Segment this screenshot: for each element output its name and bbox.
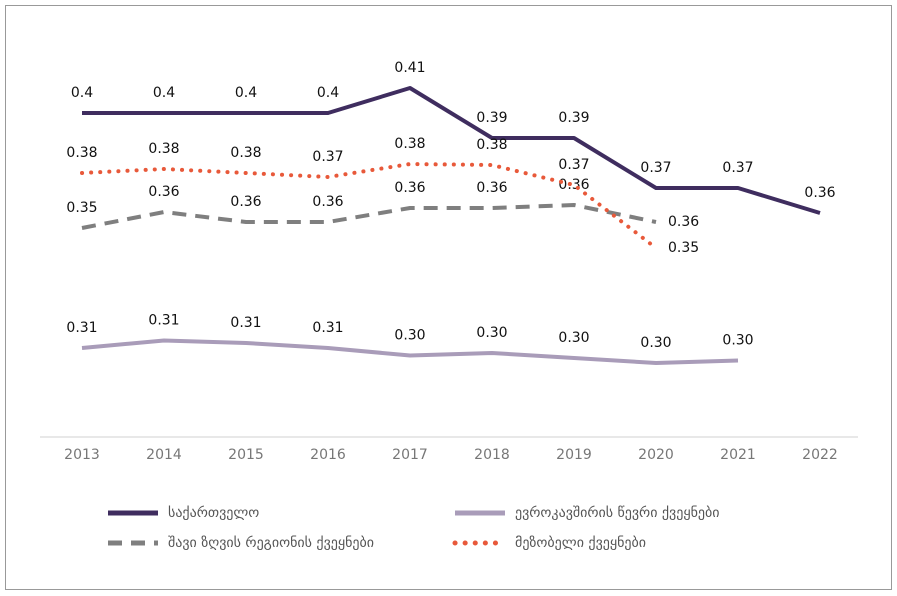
data-label: 0.38 [476,137,507,153]
data-label: 0.31 [230,315,261,331]
data-label: 0.36 [148,184,179,200]
data-label: 0.36 [476,180,507,196]
data-label: 0.31 [312,320,343,336]
data-label: 0.35 [66,200,97,216]
x-tick-label: 2021 [720,447,756,463]
data-label: 0.31 [148,313,179,329]
legend-label: საქართველო [168,504,259,521]
series-line [81,203,657,230]
data-label: 0.37 [640,160,671,176]
data-label: 0.37 [312,149,343,165]
series-line [82,86,821,215]
x-tick-label: 2014 [146,447,182,463]
data-label: 0.36 [394,180,425,196]
data-label: 0.36 [668,214,699,230]
data-label: 0.4 [71,85,93,101]
x-tick-label: 2019 [556,447,592,463]
data-label: 0.38 [230,145,261,161]
x-tick-label: 2022 [802,447,838,463]
x-tick-label: 2018 [474,447,510,463]
data-label: 0.30 [722,333,753,349]
data-label: 0.31 [66,320,97,336]
data-label: 0.37 [722,160,753,176]
data-label: 0.30 [640,335,671,351]
legend-label: შავი ზღვის რეგიონის ქვეყნები [168,534,374,551]
legend-label: ევროკავშირის წევრი ქვეყნები [515,504,720,521]
x-tick-label: 2015 [228,447,264,463]
data-label: 0.36 [230,194,261,210]
data-label: 0.4 [235,85,257,101]
frame [5,5,892,590]
data-label: 0.30 [394,328,425,344]
data-label: 0.4 [317,85,339,101]
x-tick-label: 2013 [64,447,100,463]
data-label: 0.38 [394,136,425,152]
legend-label: მეზობელი ქვეყნები [515,535,646,551]
data-label: 0.4 [153,85,175,101]
data-label: 0.36 [558,177,589,193]
data-label: 0.37 [558,157,589,173]
data-label: 0.36 [804,185,835,201]
data-label: 0.38 [148,141,179,157]
data-label: 0.39 [476,110,507,126]
data-label: 0.41 [394,60,425,76]
series-line [81,338,739,365]
data-label: 0.36 [312,194,343,210]
x-tick-label: 2020 [638,447,674,463]
data-label: 0.35 [668,240,699,256]
data-label: 0.39 [558,110,589,126]
data-label: 0.30 [558,330,589,346]
x-tick-label: 2016 [310,447,346,463]
x-tick-label: 2017 [392,447,428,463]
data-label: 0.38 [66,145,97,161]
series-line [80,162,658,250]
data-label: 0.30 [476,325,507,341]
